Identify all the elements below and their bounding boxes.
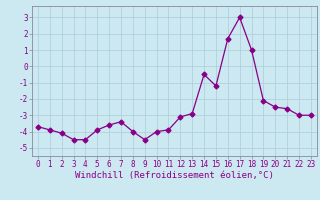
X-axis label: Windchill (Refroidissement éolien,°C): Windchill (Refroidissement éolien,°C) bbox=[75, 171, 274, 180]
